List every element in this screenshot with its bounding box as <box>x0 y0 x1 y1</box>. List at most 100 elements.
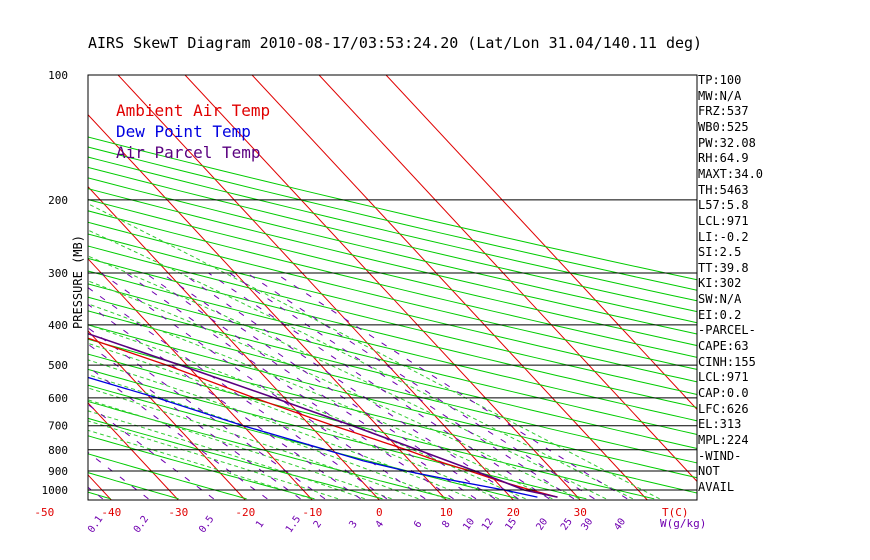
mixing-ratio-tick-label: 12 <box>480 516 496 532</box>
bottom-temp-tick-label: -10 <box>302 506 322 519</box>
stability-index: LCL:971 <box>698 370 749 385</box>
dry-adiabat-line <box>88 435 315 500</box>
mixing-ratio-line <box>88 287 388 500</box>
stability-index: MAXT:34.0 <box>698 166 764 181</box>
moist-adiabat-line <box>88 420 339 500</box>
mixing-ratio-line <box>88 403 214 500</box>
stability-index: LCL:971 <box>698 213 749 228</box>
plot-frame <box>87 74 698 501</box>
stability-index: FRZ:537 <box>698 104 749 119</box>
pressure-tick-label: 500 <box>48 359 68 372</box>
mixing-ratio-line <box>246 272 595 500</box>
legend-item: Ambient Air Temp <box>116 101 271 120</box>
isotherm-line <box>385 75 697 411</box>
stability-index: EL:313 <box>698 417 742 432</box>
stability-index: TT:39.8 <box>698 260 749 275</box>
dry-adiabat-line <box>88 199 697 347</box>
dry-adiabat-line <box>88 156 697 302</box>
bottom-temp-tick-label: 0 <box>376 506 383 519</box>
pressure-tick-label: 100 <box>48 69 68 82</box>
mixing-ratio-tick-label: 25 <box>559 516 575 532</box>
stability-index: KI:302 <box>698 276 742 291</box>
mixing-ratio-tick-label: 6 <box>412 519 424 530</box>
stability-index: LI:-0.2 <box>698 229 749 244</box>
pressure-tick-label: 200 <box>48 194 68 207</box>
isotherm-line <box>318 75 697 483</box>
mixing-ratio-tick-label: 2 <box>312 519 324 530</box>
bottom-temp-tick-label: -20 <box>235 506 255 519</box>
dry-adiabat-line <box>88 210 697 358</box>
dry-adiabat-line <box>88 257 697 408</box>
mixing-axis-label: W(g/kg) <box>660 517 706 530</box>
isotherm-line <box>251 75 648 500</box>
stability-index: LFC:626 <box>698 401 749 416</box>
stability-index: TH:5463 <box>698 182 749 197</box>
dry-adiabat-line <box>88 136 697 281</box>
moist-adiabat-line <box>88 374 446 500</box>
chart-title: AIRS SkewT Diagram 2010-08-17/03:53:24.2… <box>88 34 703 52</box>
mixing-ratio-tick-label: 3 <box>347 519 359 530</box>
moist-adiabat-line <box>88 359 473 500</box>
stability-index: PW:32.08 <box>698 135 756 150</box>
mixing-ratio-tick-label: 20 <box>534 516 550 532</box>
y-axis-label: PRESSURE (MB) <box>71 235 85 329</box>
isotherm-line <box>0 75 44 500</box>
dry-adiabat-line <box>88 188 697 335</box>
moist-adiabat-line <box>88 399 392 500</box>
bottom-temp-tick-label: 10 <box>440 506 453 519</box>
isotherm-line <box>88 330 246 500</box>
moist-adiabat-line <box>88 429 312 500</box>
moist-adiabat-line <box>88 203 660 500</box>
dry-adiabat-line <box>88 177 697 324</box>
dry-adiabat-line <box>88 324 697 479</box>
stability-index: -WIND- <box>698 448 742 463</box>
stability-index: L57:5.8 <box>698 198 749 213</box>
mixing-ratio-tick-label: 10 <box>461 516 477 532</box>
dry-adiabat-line <box>88 296 697 450</box>
stability-index: CAPE:63 <box>698 339 749 354</box>
stability-index: AVAIL <box>698 479 735 494</box>
mixing-ratio-line <box>229 272 575 500</box>
moist-adiabat-line <box>88 324 526 500</box>
mixing-ratio-line <box>274 272 628 500</box>
bottom-temp-tick-label: -50 <box>34 506 54 519</box>
bottom-temp-tick-label: -40 <box>101 506 121 519</box>
pressure-tick-label: 600 <box>48 392 68 405</box>
legend-item: Air Parcel Temp <box>116 143 261 162</box>
pressure-tick-label: 1000 <box>42 484 69 497</box>
moist-adiabat-line <box>88 255 607 500</box>
mixing-ratio-line <box>88 366 268 500</box>
dry-adiabat-line <box>88 146 697 291</box>
temp-axis-label: T(C) <box>662 506 689 519</box>
bottom-temp-tick-label: 20 <box>507 506 520 519</box>
stability-index: SI:2.5 <box>698 245 742 260</box>
dry-adiabat-line <box>88 453 247 500</box>
isotherm-line <box>88 402 179 500</box>
isotherm-line <box>184 75 581 500</box>
stability-index: -PARCEL- <box>698 323 756 338</box>
mixing-ratio-line <box>88 327 326 500</box>
pressure-tick-label: 900 <box>48 465 68 478</box>
stability-index: MPL:224 <box>698 432 749 447</box>
dry-adiabat-line <box>88 245 697 396</box>
dry-adiabat-line <box>88 221 697 370</box>
stability-index: TP:100 <box>698 73 742 87</box>
dry-adiabat-line <box>88 270 697 422</box>
dry-adiabat-line <box>88 166 697 313</box>
mixing-ratio-tick-label: 4 <box>374 519 386 530</box>
dry-adiabat-line <box>88 417 383 500</box>
dry-adiabat-line <box>88 310 697 464</box>
stability-index: CINH:155 <box>698 354 756 369</box>
isotherm-line <box>117 75 514 500</box>
bottom-temp-tick-label: -30 <box>168 506 188 519</box>
bottom-temp-tick-label: 30 <box>574 506 587 519</box>
moist-adiabat-line <box>88 229 634 500</box>
mixing-ratio-line <box>88 343 301 500</box>
pressure-tick-label: 700 <box>48 420 68 433</box>
moist-adiabat-line <box>88 280 580 500</box>
pressure-tick-label: 800 <box>48 444 68 457</box>
mixing-ratio-tick-label: 0.5 <box>197 514 216 535</box>
pressure-tick-label: 400 <box>48 319 68 332</box>
dewpoint-curve <box>88 376 538 498</box>
mixing-ratio-line <box>125 272 454 500</box>
